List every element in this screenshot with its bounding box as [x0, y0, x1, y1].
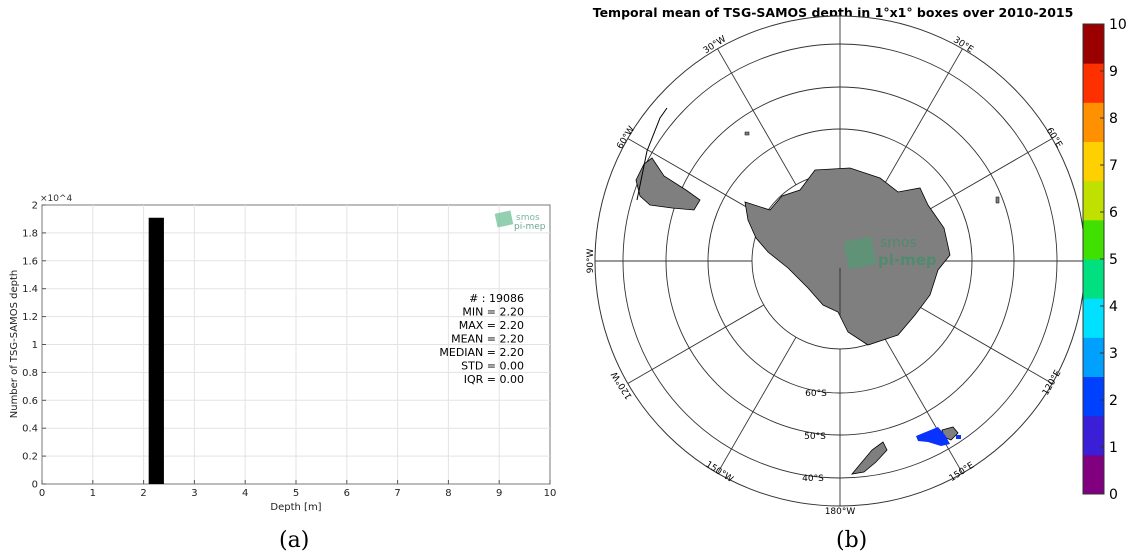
y-tick-label: 0.4 [22, 424, 38, 435]
colorbar-tick-label: 4 [1109, 299, 1118, 315]
map-logo-text-top: smos [880, 235, 917, 251]
colorbar-tick-label: 10 [1109, 17, 1127, 33]
colorbar-segment [1083, 454, 1104, 495]
x-tick-label: 9 [496, 488, 502, 499]
histogram-bars [148, 217, 164, 484]
lat-label-40S: 40°S [802, 474, 824, 484]
x-tick-label: 6 [344, 488, 350, 499]
lat-label-60S: 60°S [805, 389, 827, 399]
x-axis-ticks: 0 1 2 3 4 5 6 7 8 9 10 [39, 480, 557, 499]
colorbar-tick-label: 9 [1109, 64, 1118, 80]
longitude-lines [595, 16, 1085, 506]
colorbar-segment [1083, 180, 1104, 221]
colorbar-tick-label: 2 [1109, 393, 1118, 409]
colorbar-tick-label: 1 [1109, 440, 1118, 456]
colorbar-segment [1083, 259, 1104, 299]
longitude-line [717, 48, 797, 186]
longitude-line [915, 138, 1053, 218]
colorbar-segment [1083, 337, 1104, 377]
histogram-bar [148, 217, 164, 484]
map-logo-text-bottom: pi-mep [878, 251, 937, 269]
x-axis-label: Depth [m] [270, 502, 321, 513]
stats-line: STD = 0.00 [461, 360, 524, 373]
polar-map-panel: Temporal mean of TSG-SAMOS depth in 1°x1… [586, 5, 1127, 517]
x-tick-label: 5 [293, 488, 299, 499]
histogram-grid [42, 205, 550, 484]
lon-label-90W: 90°W [586, 248, 596, 273]
y-tick-label: 0.2 [22, 452, 38, 463]
x-tick-label: 7 [394, 488, 400, 499]
small-island [995, 196, 1000, 204]
map-title: Temporal mean of TSG-SAMOS depth in 1°x1… [593, 5, 1074, 20]
smos-logo: smos pi-mep [494, 210, 546, 232]
colorbar-ticks: 0 1 2 3 4 5 6 7 8 9 10 [1100, 17, 1127, 503]
y-axis-exponent: ×10^4 [40, 194, 73, 204]
colorbar-tick-label: 8 [1109, 111, 1118, 127]
x-tick-label: 4 [242, 488, 248, 499]
y-tick-label: 1 [32, 340, 38, 351]
y-tick-label: 2 [32, 201, 38, 212]
stats-line: MAX = 2.20 [459, 319, 524, 332]
y-tick-label: 1.2 [22, 312, 38, 323]
colorbar-segment [1083, 376, 1104, 417]
colorbar-segment [1083, 415, 1104, 456]
x-tick-label: 2 [140, 488, 146, 499]
caption-b: (b) [836, 528, 868, 553]
colorbar [1082, 23, 1105, 495]
logo-text-top: smos [516, 213, 540, 223]
colorbar-tick-label: 5 [1109, 252, 1118, 268]
colorbar-segment [1083, 102, 1104, 142]
x-tick-label: 3 [191, 488, 197, 499]
map-logo: smos pi-mep [843, 235, 937, 270]
colorbar-tick-label: 3 [1109, 346, 1118, 362]
lon-label-180W: 180°W [825, 507, 856, 517]
data-cells [916, 427, 950, 446]
lat-label-50S: 50°S [804, 432, 826, 442]
longitude-line [883, 336, 963, 474]
stats-line: IQR = 0.00 [464, 373, 524, 386]
x-tick-label: 0 [39, 488, 45, 499]
y-tick-label: 1.4 [22, 284, 38, 295]
y-axis-label: Number of TSG-SAMOS depth [9, 270, 20, 419]
y-tick-label: 1.8 [22, 228, 38, 239]
histogram-panel: 0 1 2 3 4 5 6 7 8 9 10 0 0.2 0.4 0.6 0.8 1 1.2 1.4 1.6 1.8 2… [9, 194, 556, 513]
colorbar-tick-label: 7 [1109, 158, 1118, 174]
colorbar-tick-label: 6 [1109, 205, 1118, 221]
longitude-line [717, 336, 797, 474]
longitude-line [883, 48, 963, 186]
south-america-tip [636, 107, 668, 201]
y-tick-label: 0.8 [22, 368, 38, 379]
stats-line: MEDIAN = 2.20 [439, 346, 524, 359]
y-tick-label: 1.6 [22, 256, 38, 267]
x-tick-label: 1 [90, 488, 96, 499]
colorbar-segment [1083, 24, 1104, 64]
caption-a: (a) [279, 528, 310, 553]
colorbar-tick-label: 0 [1109, 487, 1118, 503]
colorbar-segment [1083, 63, 1104, 103]
y-tick-label: 0 [32, 480, 38, 491]
longitude-line [627, 138, 765, 218]
stats-line: MIN = 2.20 [462, 306, 524, 319]
small-island [744, 131, 750, 136]
y-tick-label: 0.6 [22, 396, 38, 407]
x-tick-label: 8 [445, 488, 451, 499]
new-zealand-south-island [851, 441, 888, 475]
colorbar-segment [1083, 141, 1104, 182]
colorbar-segment [1083, 219, 1104, 260]
longitude-line [627, 304, 765, 384]
stats-line: # : 19086 [469, 292, 524, 305]
antarctic-peninsula [635, 157, 701, 211]
logo-text-bottom: pi-mep [514, 222, 546, 232]
x-tick-label: 10 [544, 488, 557, 499]
y-axis-ticks: 0 0.2 0.4 0.6 0.8 1 1.2 1.4 1.6 1.8 2 [22, 201, 46, 491]
colorbar-segment [1083, 298, 1104, 338]
stats-line: MEAN = 2.20 [451, 333, 524, 346]
data-cell [956, 435, 961, 439]
longitude-line [915, 304, 1053, 384]
